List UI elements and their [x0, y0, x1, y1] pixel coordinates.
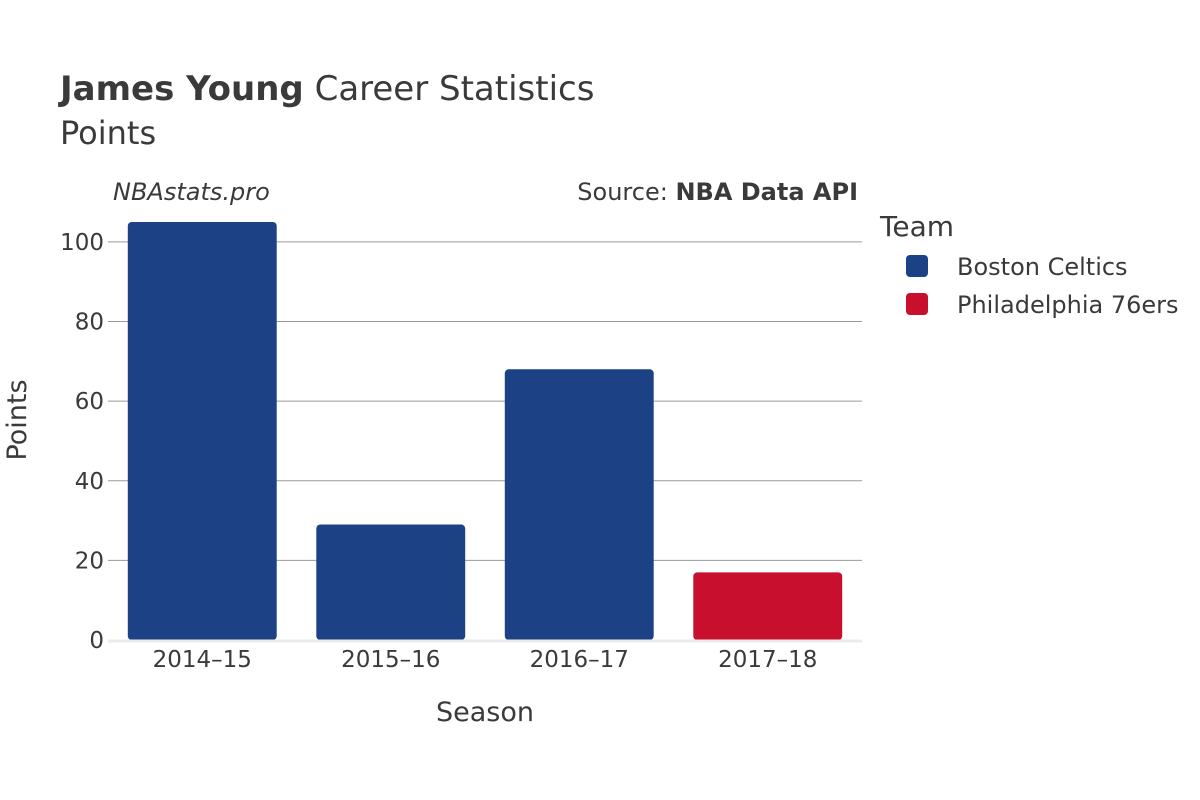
legend-label: Philadelphia 76ers [957, 291, 1179, 319]
source-name: NBA Data API [675, 178, 858, 206]
x-tick-label: 2014–15 [153, 647, 252, 673]
source-text: Source: NBA Data API [577, 178, 858, 206]
chart-title-rest: Career Statistics [304, 69, 595, 109]
chart-title-bold: James Young [58, 69, 304, 109]
y-tick-label: 100 [60, 230, 104, 256]
axes: 0 20 40 60 80 100 2014–15 2015–16 2016–17 2017–18 [60, 230, 862, 673]
y-tick-label: 20 [75, 548, 104, 574]
chart-title: James Young Career Statistics [58, 69, 594, 109]
y-tick-label: 0 [89, 628, 104, 654]
chart-subtitle: Points [60, 114, 156, 152]
bars [127, 222, 843, 640]
bar [693, 572, 843, 640]
bar [316, 524, 466, 640]
legend-title: Team [879, 210, 954, 243]
x-tick-label: 2016–17 [530, 647, 629, 673]
watermark: NBAstats.pro [113, 178, 270, 206]
y-tick-label: 80 [75, 310, 104, 336]
x-axis-title: Season [436, 697, 534, 728]
bar [504, 369, 654, 640]
y-tick-label: 60 [75, 389, 104, 415]
x-tick-label: 2017–18 [718, 647, 817, 673]
x-tick-label: 2015–16 [341, 647, 440, 673]
legend: Team Boston Celtics Philadelphia 76ers [879, 210, 1179, 319]
legend-swatch [906, 255, 928, 277]
legend-swatch [906, 293, 928, 315]
source-prefix: Source: [577, 178, 675, 206]
y-axis-title: Points [2, 379, 33, 460]
legend-label: Boston Celtics [957, 253, 1128, 281]
y-tick-label: 40 [75, 469, 104, 495]
bar [127, 222, 277, 640]
